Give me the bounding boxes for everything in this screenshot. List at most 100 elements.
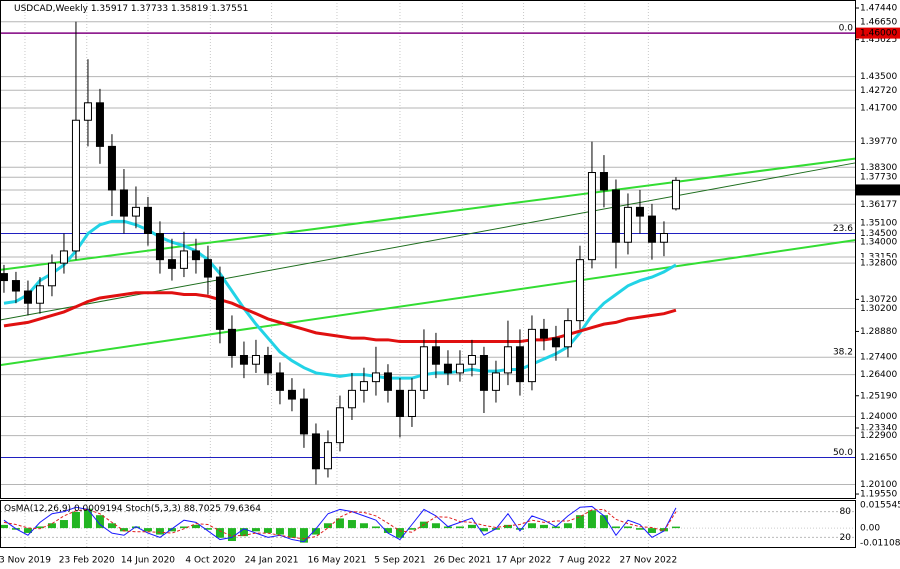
osma-bar	[431, 523, 440, 529]
candle-body	[167, 259, 176, 269]
stoch-name: Stoch(5,3,3)	[126, 504, 181, 514]
candle-body	[503, 346, 512, 374]
level-label: 1.22900	[860, 431, 897, 441]
osma-bar	[407, 528, 416, 530]
x-tick-label: 17 Apr 2022	[496, 556, 552, 566]
level-label: 1.34000	[860, 238, 897, 248]
osma-bar	[311, 528, 320, 535]
fib-label: 23.6	[833, 224, 853, 234]
candle-body	[563, 320, 572, 348]
osma-bar	[23, 528, 32, 533]
osma-bar	[215, 528, 224, 538]
candle-body	[71, 119, 80, 252]
candle-body	[455, 363, 464, 374]
osma-bar	[0, 524, 8, 529]
osma-bar	[359, 523, 368, 529]
level-label: 1.41700	[860, 104, 897, 114]
candle-body	[467, 354, 476, 365]
osma-bar	[467, 524, 476, 529]
candle-body	[407, 389, 416, 417]
x-tick-label: 24 Jan 2021	[245, 556, 299, 566]
y2-tick-label: -0.011083	[860, 539, 900, 549]
candle-body	[335, 407, 344, 444]
level-label-box	[856, 136, 900, 148]
osma-bar	[143, 528, 152, 532]
stoch-tick-label: 20	[840, 533, 852, 543]
indicator-header: OsMA(12,26,9) 0.0009194 Stoch(5,3,3) 88.…	[4, 504, 261, 514]
candle-body	[323, 442, 332, 470]
candle-body	[155, 233, 164, 261]
osma-bar	[287, 528, 296, 538]
x-tick-label: 3 Nov 2019	[0, 556, 51, 566]
osma-bar	[443, 526, 452, 529]
level-label-box	[856, 369, 900, 381]
osma-bar	[227, 528, 236, 542]
level-label: 1.43500	[860, 72, 897, 82]
osma-bar	[323, 523, 332, 529]
osma-bar	[347, 520, 356, 529]
y-tick-label: 1.25190	[860, 391, 897, 401]
level-label-box	[856, 257, 900, 269]
candle-body	[47, 262, 56, 287]
osma-bar	[527, 523, 536, 529]
candle-body	[659, 233, 668, 243]
osma-bar	[539, 524, 548, 529]
x-tick-label: 27 Nov 2022	[620, 556, 678, 566]
x-tick-label: 7 Aug 2022	[559, 556, 611, 566]
candle-body	[227, 328, 236, 356]
main-frame	[0, 0, 856, 499]
osma-bar	[455, 526, 464, 529]
level-label: 1.24000	[860, 412, 897, 422]
level-label: 1.26400	[860, 370, 897, 380]
level-label-box	[856, 217, 900, 229]
candle-body	[527, 328, 536, 383]
level-label: 1.21650	[860, 453, 897, 463]
candle-body	[299, 398, 308, 435]
osma-bar	[239, 528, 248, 537]
header: USDCAD,Weekly 1.35917 1.37733 1.35819 1.…	[14, 4, 248, 14]
level-label: 1.38300	[860, 163, 897, 173]
osma-name: OsMA(12,26,9)	[4, 504, 71, 514]
y-tick-label: 1.30720	[860, 295, 897, 305]
osma-bar	[179, 526, 188, 529]
y2-tick-label: 0.00	[860, 524, 880, 534]
level-label: 1.27400	[860, 353, 897, 363]
osma-value: 0.0009194	[74, 504, 123, 514]
osma-bar	[515, 528, 524, 530]
osma-bar	[383, 528, 392, 533]
candle-body	[371, 372, 380, 383]
candle-body	[83, 102, 92, 121]
level-label: 1.37000	[860, 185, 897, 195]
y2-tick-label: 0.0155452	[860, 501, 900, 511]
candle-body	[287, 389, 296, 400]
level-label: 1.20100	[860, 480, 897, 490]
candle-body	[575, 259, 584, 322]
x-tick-label: 5 Sep 2021	[374, 556, 425, 566]
y-tick-label: 1.28880	[860, 327, 897, 337]
high-value: 1.37733	[131, 4, 168, 14]
osma-bar	[551, 526, 560, 529]
candle-body	[443, 363, 452, 374]
osma-bar	[47, 523, 56, 529]
level-label: 1.33150	[860, 253, 897, 263]
candle-body	[623, 206, 632, 243]
stoch-signal-value: 79.6364	[224, 504, 261, 514]
candle-body	[251, 354, 260, 365]
candle-body	[515, 346, 524, 383]
candle-body	[119, 189, 128, 217]
level-label-box	[856, 478, 900, 490]
osma-bar	[167, 528, 176, 532]
osma-bar	[263, 528, 272, 533]
y-tick-label: 1.23340	[860, 423, 897, 433]
candle-body	[671, 179, 680, 210]
level-label-box	[856, 410, 900, 422]
candle-body	[635, 206, 644, 217]
x-tick-label: 16 May 2021	[308, 556, 367, 566]
level-label: 1.46650	[860, 17, 897, 27]
osma-bar	[131, 526, 140, 529]
osma-bar	[35, 526, 44, 529]
candle-body	[431, 346, 440, 365]
candle-body	[359, 381, 368, 391]
candle-body	[647, 215, 656, 243]
